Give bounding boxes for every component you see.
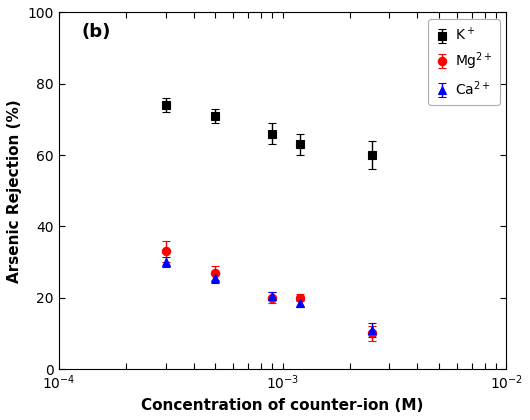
X-axis label: Concentration of counter-ion (M): Concentration of counter-ion (M): [142, 398, 424, 413]
Y-axis label: Arsenic Rejection (%): Arsenic Rejection (%): [7, 99, 22, 283]
Text: (b): (b): [81, 23, 110, 41]
Legend: K$^+$, Mg$^{2+}$, Ca$^{2+}$: K$^+$, Mg$^{2+}$, Ca$^{2+}$: [428, 19, 500, 105]
